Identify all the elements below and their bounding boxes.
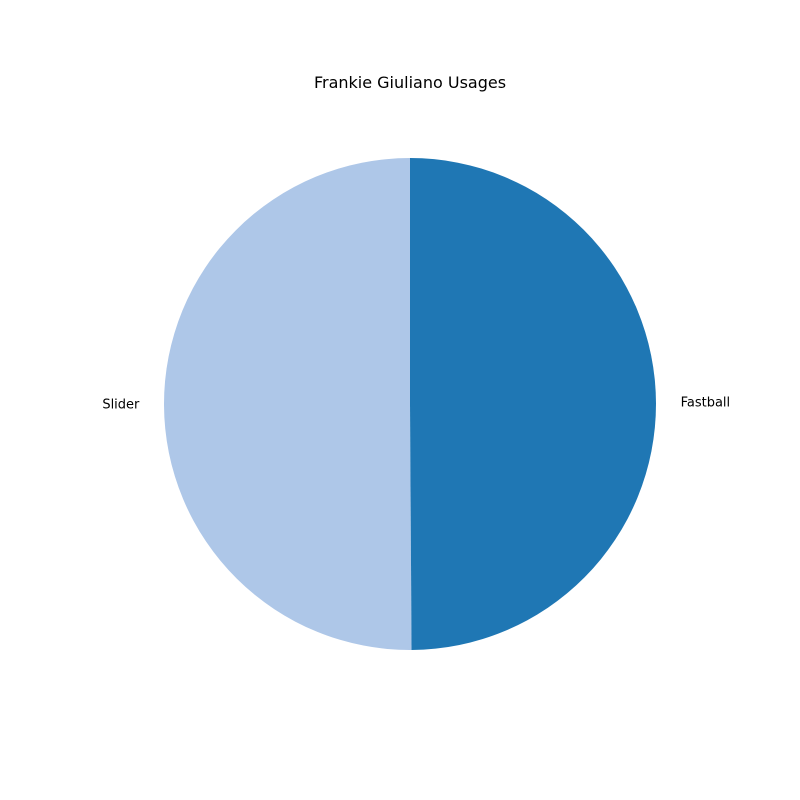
- pie-slices: [163, 158, 656, 651]
- pie-label-fastball: Fastball: [681, 396, 731, 411]
- pie-slice-fastball: [410, 158, 656, 650]
- chart-title: Frankie Giuliano Usages: [314, 73, 506, 92]
- pie-label-slider: Slider: [102, 397, 140, 412]
- pie-slice-slider: [163, 158, 412, 651]
- pie-labels: Slider Fastball: [102, 396, 730, 413]
